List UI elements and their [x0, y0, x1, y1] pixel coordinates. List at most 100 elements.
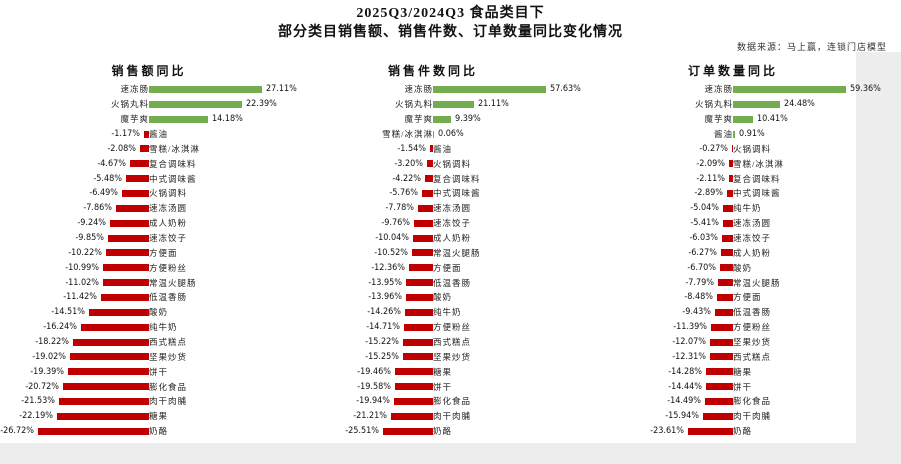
bar-row: -12.07% 坚果炒货	[600, 335, 856, 350]
chart-title-line1: 2025Q3/2024Q3 食品类目下	[356, 6, 545, 21]
negative-bar	[732, 145, 733, 153]
value-label: -19.39%	[30, 366, 64, 377]
bar-row: -21.53% 肉干肉脯	[0, 394, 300, 409]
chart-title: 2025Q3/2024Q3 食品类目下 部分类目销售额、销售件数、订单数量同比变…	[0, 4, 901, 42]
bar-rows: 速冻肠 59.36% 火锅丸料 24.48% 魔芋爽 10.41% 酱油 0.91% -0.27…	[600, 82, 881, 439]
value-label: 27.11%	[266, 84, 297, 95]
value-label: -19.94%	[356, 396, 390, 407]
value-label: -11.39%	[673, 322, 707, 333]
bar-row: -10.22% 方便面	[0, 245, 300, 260]
chart-canvas: 销售额同比 速冻肠 27.11% 火锅丸料 22.39% 魔芋爽 14.18% -1.17% 酱…	[0, 52, 881, 443]
bar-row: -11.39% 方便粉丝	[600, 320, 856, 335]
negative-bar	[89, 308, 149, 316]
value-label: 24.48%	[784, 99, 815, 110]
value-label: -9.24%	[77, 218, 106, 229]
value-label: -14.49%	[667, 396, 701, 407]
category-label: 西式糕点	[733, 351, 772, 362]
negative-bar	[723, 219, 733, 227]
value-label: -21.21%	[353, 411, 387, 422]
negative-bar	[130, 160, 149, 168]
category-label: 速冻肠	[120, 84, 149, 95]
category-label: 饼干	[733, 381, 753, 392]
value-label: -15.94%	[665, 411, 699, 422]
bar-row: 速冻肠 59.36%	[600, 82, 880, 97]
category-label: 酸奶	[433, 292, 453, 303]
bar-row: 火锅丸料 24.48%	[600, 97, 856, 112]
positive-bar	[433, 115, 451, 123]
value-label: -13.96%	[368, 292, 402, 303]
category-label: 常温火腿肠	[733, 277, 781, 288]
bar-row: -21.21% 肉干肉脯	[300, 409, 600, 424]
category-label: 酸奶	[149, 307, 169, 318]
value-label: -22.19%	[19, 411, 53, 422]
positive-bar	[733, 100, 780, 108]
negative-bar	[688, 427, 733, 435]
value-label: 59.36%	[850, 84, 881, 95]
bar-row: 魔芋爽 9.39%	[300, 112, 600, 127]
positive-bar	[733, 115, 753, 123]
category-label: 速冻肠	[404, 84, 433, 95]
bar-row: -13.96% 酸奶	[300, 290, 600, 305]
bar-row: -19.58% 饼干	[300, 379, 600, 394]
category-label: 速冻饺子	[149, 233, 188, 244]
positive-bar	[149, 85, 262, 93]
value-label: -8.48%	[684, 292, 713, 303]
value-label: -23.61%	[650, 426, 684, 437]
bar-row: -6.27% 成人奶粉	[600, 245, 856, 260]
category-label: 魔芋爽	[704, 114, 733, 125]
bar-row: -20.72% 膨化食品	[0, 379, 300, 394]
category-label: 奶酪	[433, 426, 453, 437]
value-label: -6.70%	[687, 262, 716, 273]
value-label: -1.54%	[397, 143, 426, 154]
value-label: -9.43%	[682, 307, 711, 318]
bar-row: -11.02% 常温火腿肠	[0, 275, 300, 290]
bar-rows: 速冻肠 27.11% 火锅丸料 22.39% 魔芋爽 14.18% -1.17% 酱油 -2.0…	[0, 82, 300, 439]
bar-row: -9.24% 成人奶粉	[0, 216, 300, 231]
bar-row: -2.08% 雪糕/冰淇淋	[0, 141, 300, 156]
positive-bar	[433, 130, 434, 138]
value-label: -19.02%	[32, 351, 66, 362]
negative-bar	[706, 368, 733, 376]
bar-row: -12.31% 西式糕点	[600, 349, 856, 364]
negative-bar	[110, 219, 149, 227]
bar-row: -10.04% 成人奶粉	[300, 231, 600, 246]
value-label: 14.18%	[212, 114, 243, 125]
negative-bar	[729, 160, 733, 168]
category-label: 酱油	[433, 143, 453, 154]
bar-row: 魔芋爽 10.41%	[600, 112, 856, 127]
bar-row: -0.27% 火锅调料	[600, 141, 856, 156]
value-label: -13.95%	[368, 277, 402, 288]
value-label: -25.51%	[345, 426, 379, 437]
bar-row: -26.72% 奶酪	[0, 424, 300, 439]
bar-row: -14.28% 糖果	[600, 364, 856, 379]
category-label: 复合调味料	[733, 173, 781, 184]
positive-bar	[149, 115, 208, 123]
negative-bar	[718, 279, 733, 287]
bar-row: -7.79% 常温火腿肠	[600, 275, 856, 290]
negative-bar	[391, 412, 433, 420]
negative-bar	[711, 323, 733, 331]
category-label: 速冻汤圆	[733, 218, 772, 229]
negative-bar	[430, 145, 433, 153]
value-label: -14.26%	[367, 307, 401, 318]
category-label: 糖果	[149, 411, 169, 422]
value-label: -20.72%	[25, 381, 59, 392]
value-label: -10.52%	[374, 247, 408, 258]
negative-bar	[412, 249, 433, 257]
negative-bar	[144, 130, 149, 138]
value-label: -10.04%	[375, 233, 409, 244]
value-label: -12.36%	[371, 262, 405, 273]
negative-bar	[405, 308, 433, 316]
negative-bar	[140, 145, 149, 153]
value-label: -3.20%	[394, 158, 423, 169]
bar-row: -14.71% 方便粉丝	[300, 320, 600, 335]
category-label: 火锅调料	[433, 158, 472, 169]
category-label: 中式调味酱	[733, 188, 781, 199]
negative-bar	[406, 293, 433, 301]
value-label: -15.25%	[365, 351, 399, 362]
positive-bar	[433, 100, 474, 108]
value-label: -15.22%	[365, 337, 399, 348]
value-label: -11.02%	[65, 277, 99, 288]
category-label: 膨化食品	[433, 396, 472, 407]
positive-bar	[149, 100, 242, 108]
